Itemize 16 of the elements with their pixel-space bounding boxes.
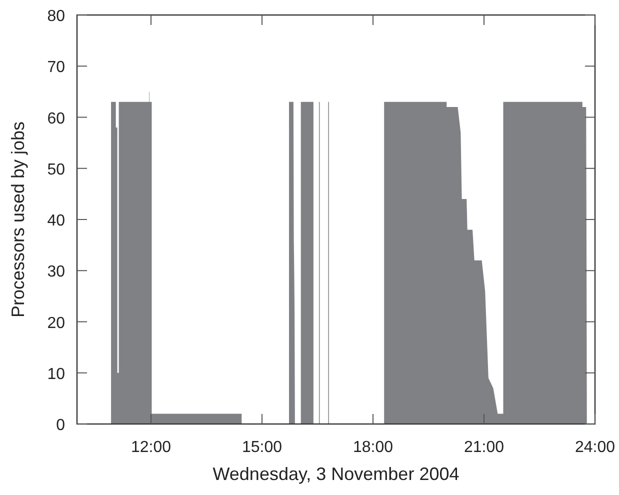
y-axis-title: Processors used by jobs [8, 121, 28, 318]
y-tick-label: 0 [56, 417, 66, 434]
x-tick-label: 12:00 [130, 439, 172, 456]
y-tick-label: 40 [47, 212, 66, 230]
y-tick-label: 10 [47, 366, 66, 383]
x-tick-label: 18:00 [352, 439, 394, 456]
x-tick-label: 15:00 [242, 439, 282, 456]
y-tick-label: 50 [47, 161, 66, 178]
x-tick-label: 21:00 [464, 439, 504, 456]
y-tick-label: 80 [47, 8, 66, 25]
x-axis-title: Wednesday, 3 November 2004 [212, 464, 460, 484]
y-tick-label: 60 [47, 110, 66, 128]
y-tick-label: 20 [47, 314, 66, 332]
y-tick-label: 70 [47, 59, 66, 76]
y-tick-label: 30 [47, 264, 66, 281]
x-tick-label: 24:00 [574, 439, 616, 456]
